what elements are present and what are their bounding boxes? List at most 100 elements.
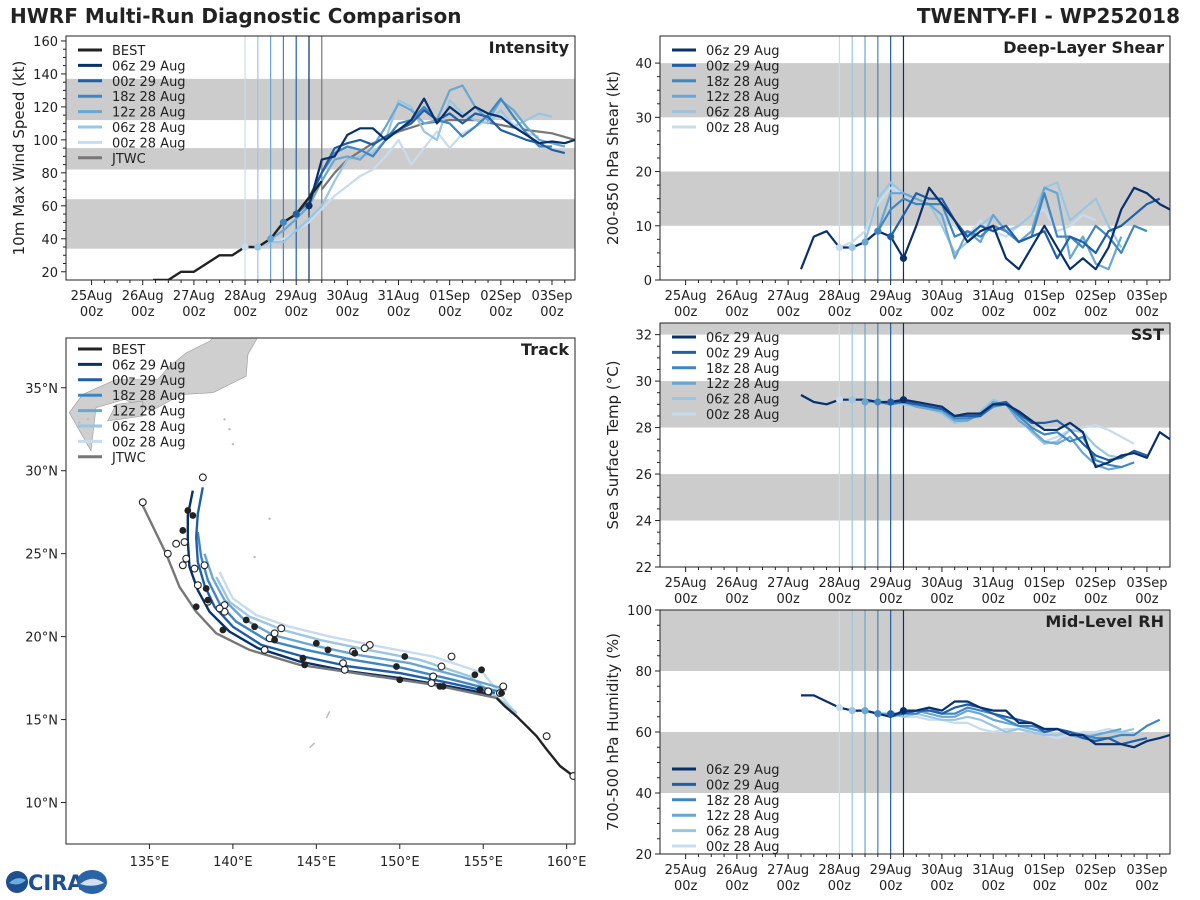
sst-init-marker (848, 396, 856, 404)
sst-ytick-label: 32 (635, 329, 652, 344)
island-dot (228, 428, 231, 431)
sst-xtick-label-date: 25Aug (665, 576, 707, 591)
track-day-marker-filled (219, 626, 227, 634)
island-marianas (325, 710, 331, 719)
intensity-ytick-label: 20 (41, 266, 58, 281)
intensity-xtick-label-hour: 00z (233, 305, 257, 320)
intensity-plot-area (66, 36, 575, 280)
island-guam (309, 742, 316, 749)
sst-xtick-label-hour: 00z (879, 592, 903, 607)
track-day-marker-open (429, 672, 438, 681)
track-xtick-label: 135°E (130, 855, 170, 870)
sst-xtick-label-date: 01Sep (1024, 576, 1065, 591)
track-day-marker-filled (471, 671, 479, 679)
shear-xtick-label-hour: 00z (930, 305, 954, 320)
sst-xtick-label-date: 26Aug (716, 576, 758, 591)
shear-xtick-label-hour: 00z (828, 305, 852, 320)
track-day-marker-open (193, 581, 202, 590)
track-legend-label: 00z 28 Aug (112, 435, 186, 450)
intensity-init-marker (254, 243, 262, 251)
sst-xtick-label-date: 02Sep (1075, 576, 1116, 591)
shear-xtick-label-date: 01Sep (1024, 289, 1065, 304)
track-day-marker-filled (324, 646, 332, 654)
intensity-series-line (257, 99, 553, 249)
track-ytick-label: 20°N (25, 631, 58, 646)
shear-panel: 01020304025Aug00z26Aug00z27Aug00z28Aug00… (604, 35, 1171, 320)
track-day-marker-open (569, 772, 575, 780)
shear-ytick-label: 40 (635, 57, 652, 72)
intensity-xtick-label-date: 30Aug (326, 289, 368, 304)
sst-init-marker (887, 398, 895, 406)
track-forecast-line (215, 576, 518, 714)
island-dot (78, 421, 81, 424)
rh-series-line (890, 703, 1148, 746)
track-day-marker-filled (312, 639, 320, 647)
shear-init-marker (887, 233, 895, 241)
sst-series-line (890, 400, 1148, 462)
rh-init-marker (861, 707, 869, 715)
rh-ylabel: 700-500 hPa Humidity (%) (604, 633, 622, 831)
intensity-series-line (307, 97, 575, 207)
track-day-marker-open (172, 539, 181, 548)
intensity-xtick-label-hour: 00z (438, 305, 462, 320)
track-day-marker-filled (401, 653, 409, 660)
rh-xtick-label-date: 28Aug (818, 863, 860, 878)
track-legend-label: 12z 28 Aug (112, 405, 186, 420)
rh-ytick-label: 20 (635, 848, 652, 863)
rh-legend-label: 00z 29 Aug (706, 778, 780, 793)
track-day-marker-open (340, 665, 349, 674)
rh-ytick-label: 60 (635, 726, 652, 741)
shikoku-landmass (107, 400, 144, 422)
shear-xtick-label-date: 03Sep (1126, 289, 1167, 304)
sst-ytick-label: 28 (635, 422, 652, 437)
rh-xtick-label-date: 29Aug (870, 863, 912, 878)
track-day-marker-filled (184, 507, 192, 514)
intensity-xtick-label-hour: 00z (489, 305, 513, 320)
intensity-xtick-label-date: 31Aug (378, 289, 420, 304)
intensity-ytick-label: 160 (33, 35, 58, 50)
intensity-axes-frame (65, 35, 576, 281)
sst-xtick-label-hour: 00z (1135, 592, 1159, 607)
rh-threshold-band (660, 732, 1170, 793)
rh-xtick-label-hour: 00z (725, 879, 749, 894)
sst-legend-label: 00z 28 Aug (706, 408, 780, 423)
track-legend-label: JTWC (111, 451, 146, 466)
intensity-legend-label: 18z 28 Aug (112, 90, 186, 105)
track-forecast-line (194, 487, 496, 695)
sst-xtick-label-hour: 00z (1033, 592, 1057, 607)
shear-xtick-label-hour: 00z (879, 305, 903, 320)
track-day-marker-open (339, 659, 347, 668)
track-ytick-label: 15°N (25, 714, 58, 729)
rh-xtick-label-date: 30Aug (921, 863, 963, 878)
track-day-marker-filled (476, 686, 484, 694)
track-day-marker-filled (271, 636, 279, 644)
shear-xtick-label-hour: 00z (1135, 305, 1159, 320)
shear-legend-label: 00z 29 Aug (706, 59, 780, 74)
intensity-legend-label: 06z 29 Aug (112, 59, 186, 74)
intensity-xtick-label-date: 02Sep (480, 289, 521, 304)
intensity-xtick-label-hour: 00z (182, 305, 206, 320)
sst-xtick-label-hour: 00z (1084, 592, 1108, 607)
island-dot (86, 418, 89, 421)
intensity-ytick-label: 140 (33, 68, 58, 83)
intensity-panel: 2040608010012014016025Aug00z26Aug00z27Au… (10, 35, 576, 320)
sst-xtick-label-hour: 00z (776, 592, 800, 607)
island-dot (223, 418, 226, 421)
shear-xtick-label-date: 28Aug (818, 289, 860, 304)
rh-xtick-label-hour: 00z (1135, 879, 1159, 894)
intensity-ytick-label: 80 (41, 167, 58, 182)
island-dot (231, 442, 235, 446)
track-day-marker-open (163, 549, 172, 558)
track-ytick-label: 25°N (25, 548, 58, 563)
shear-panel-title: Deep-Layer Shear (1003, 38, 1164, 57)
rh-panel: 2040608010025Aug00z26Aug00z27Aug00z28Aug… (604, 604, 1171, 894)
rh-xtick-label-hour: 00z (879, 879, 903, 894)
track-day-marker-open (182, 554, 191, 563)
sst-legend-label: 06z 28 Aug (706, 393, 780, 408)
shear-ytick-label: 10 (635, 220, 652, 235)
island-dot (253, 555, 256, 559)
shear-init-marker (899, 254, 908, 262)
track-day-marker-filled (202, 585, 210, 592)
track-day-marker-filled (189, 512, 197, 519)
track-map-panel: 135°E 140°E 145°E 150°E 155°E 160°E 10°N 15°N 20… (25, 337, 586, 870)
